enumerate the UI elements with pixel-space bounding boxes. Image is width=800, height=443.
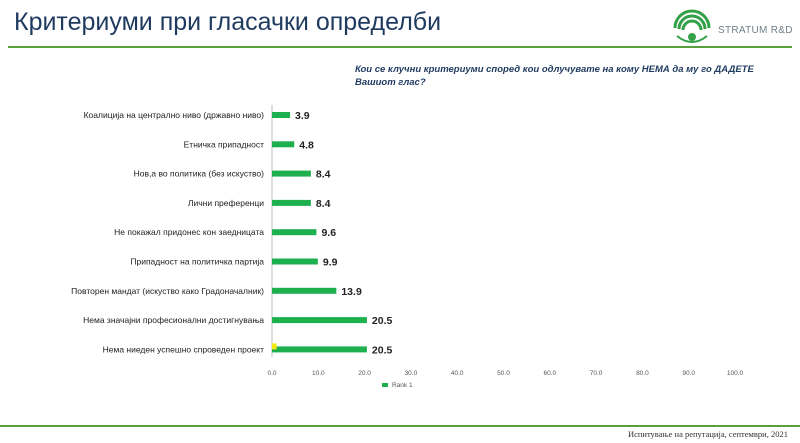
small-bar: [272, 343, 277, 350]
x-tick-label: 80.0: [636, 370, 649, 377]
category-label: Повторен мандат (искуство како Градонача…: [71, 286, 264, 296]
chart-question: Кои се клучни критериуми според кои одлу…: [355, 64, 754, 88]
footer-divider: [0, 425, 800, 427]
logo-text: STRATUM R&D: [718, 25, 793, 36]
data-label: 3.9: [295, 110, 310, 122]
category-label: Нов,а во политика (без искуство): [134, 169, 264, 179]
x-tick-label: 10.0: [312, 370, 325, 377]
x-tick-label: 70.0: [590, 370, 603, 377]
bar: [272, 258, 318, 265]
category-label: Нема значајни професионални достигнувања: [83, 315, 264, 325]
bar: [272, 141, 295, 148]
category-label: Нема ниеден успешно спроведен проект: [103, 344, 264, 354]
legend-label: Rank 1: [392, 382, 413, 389]
footer-source: Испитување на репутација, септември, 202…: [627, 429, 788, 439]
page-title: Критериуми при гласачки определби: [14, 8, 442, 36]
data-label: 13.9: [341, 286, 362, 298]
data-label: 4.8: [299, 139, 314, 151]
x-tick-label: 20.0: [358, 370, 371, 377]
bar: [272, 112, 291, 118]
data-label: 8.4: [316, 169, 331, 181]
category-label: Припадност на политичка партија: [130, 257, 264, 267]
category-label: Лични преференци: [188, 198, 264, 208]
data-label: 9.6: [321, 227, 336, 239]
x-tick-label: 30.0: [405, 370, 418, 377]
bar: [272, 199, 311, 206]
bar: [272, 229, 317, 236]
x-tick-label: 0.0: [267, 370, 276, 377]
legend-swatch: [382, 383, 388, 387]
title-divider: [8, 46, 792, 48]
x-tick-label: 40.0: [451, 370, 464, 377]
bar: [272, 170, 311, 177]
category-label: Етничка припадност: [184, 139, 264, 149]
bar: [272, 287, 337, 294]
category-label: Коалиција на централно ниво (државно нив…: [84, 110, 265, 120]
category-label: Не покажал придонес кон заедницата: [114, 227, 264, 237]
x-tick-label: 90.0: [682, 370, 695, 377]
stratum-logo-icon: [673, 9, 711, 43]
data-label: 20.5: [372, 315, 393, 327]
data-label: 9.9: [323, 257, 338, 269]
x-tick-label: 60.0: [543, 370, 556, 377]
data-label: 20.5: [372, 344, 393, 356]
x-tick-label: 50.0: [497, 370, 510, 377]
data-label: 8.4: [316, 198, 331, 210]
bar: [272, 346, 367, 353]
bar: [272, 317, 367, 324]
x-tick-label: 100.0: [727, 370, 744, 377]
